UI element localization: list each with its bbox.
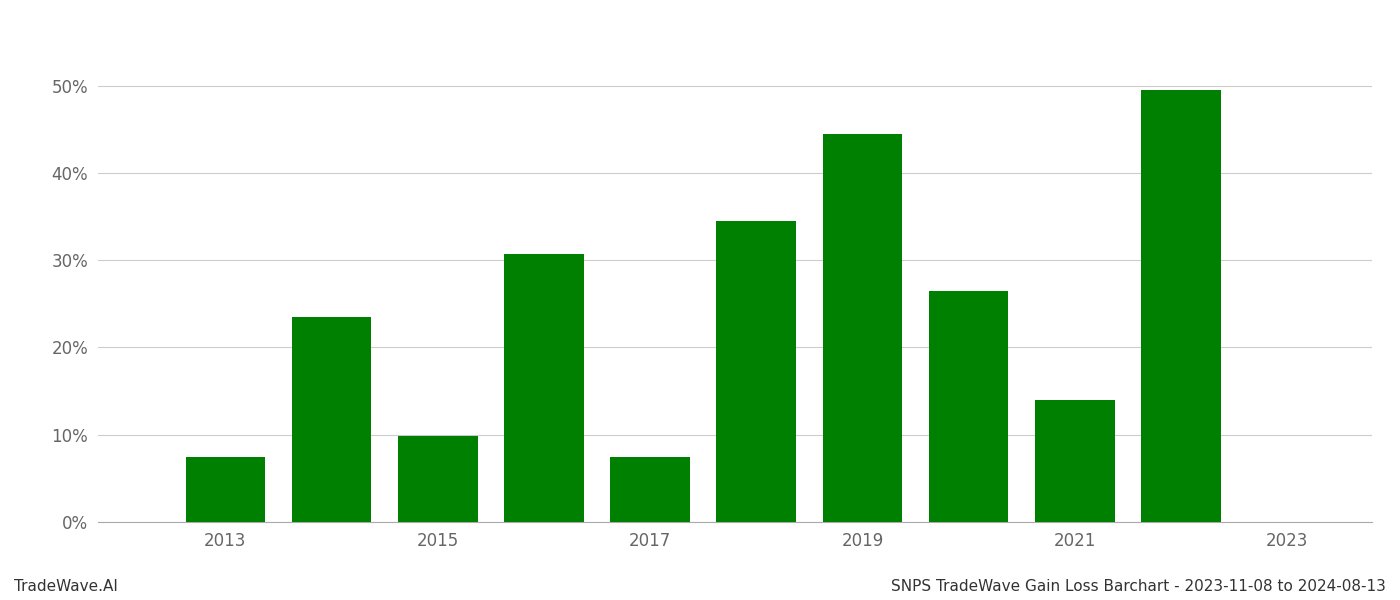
Bar — [717, 221, 797, 522]
Text: SNPS TradeWave Gain Loss Barchart - 2023-11-08 to 2024-08-13: SNPS TradeWave Gain Loss Barchart - 2023… — [892, 579, 1386, 594]
Bar — [610, 457, 690, 522]
Bar — [504, 254, 584, 522]
Bar — [823, 134, 902, 522]
Bar — [186, 457, 265, 522]
Bar — [1035, 400, 1114, 522]
Bar — [291, 317, 371, 522]
Bar — [928, 291, 1008, 522]
Text: TradeWave.AI: TradeWave.AI — [14, 579, 118, 594]
Bar — [1141, 90, 1221, 522]
Bar — [398, 436, 477, 522]
